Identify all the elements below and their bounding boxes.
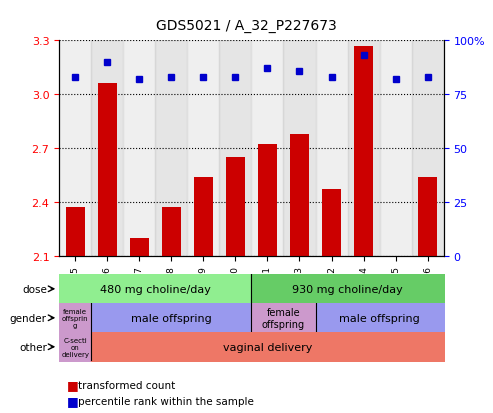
Text: percentile rank within the sample: percentile rank within the sample [78,396,254,406]
Text: transformed count: transformed count [78,380,175,390]
Text: GDS5021 / A_32_P227673: GDS5021 / A_32_P227673 [156,19,337,33]
Bar [155,41,187,256]
Bar [348,41,380,256]
Text: C-secti
on
delivery: C-secti on delivery [61,337,89,357]
Bar [59,41,91,256]
Text: ■: ■ [67,378,78,392]
Bar [316,41,348,256]
Text: 930 mg choline/day: 930 mg choline/day [292,284,403,294]
Text: dose: dose [22,284,47,294]
Bar [251,41,283,256]
Text: male offspring: male offspring [339,313,420,323]
Bar [162,208,181,256]
Text: 480 mg choline/day: 480 mg choline/day [100,284,211,294]
Text: vaginal delivery: vaginal delivery [223,342,312,352]
Bar [290,134,309,256]
Bar [91,41,123,256]
Bar [98,84,117,256]
Bar [123,41,155,256]
Bar [283,41,316,256]
Bar [418,177,437,256]
Bar [187,41,219,256]
Text: other: other [19,342,47,352]
Text: gender: gender [10,313,47,323]
Bar [380,41,412,256]
Text: female
offsprin
g: female offsprin g [62,308,89,328]
Bar [226,158,245,256]
Bar [354,47,373,256]
Text: female
offspring: female offspring [262,307,305,329]
Bar [258,145,277,256]
Bar [66,208,85,256]
Bar [322,190,341,256]
Bar [130,238,149,256]
Text: male offspring: male offspring [131,313,211,323]
Bar [219,41,251,256]
Bar [412,41,444,256]
Bar [194,177,213,256]
Text: ■: ■ [67,394,78,407]
